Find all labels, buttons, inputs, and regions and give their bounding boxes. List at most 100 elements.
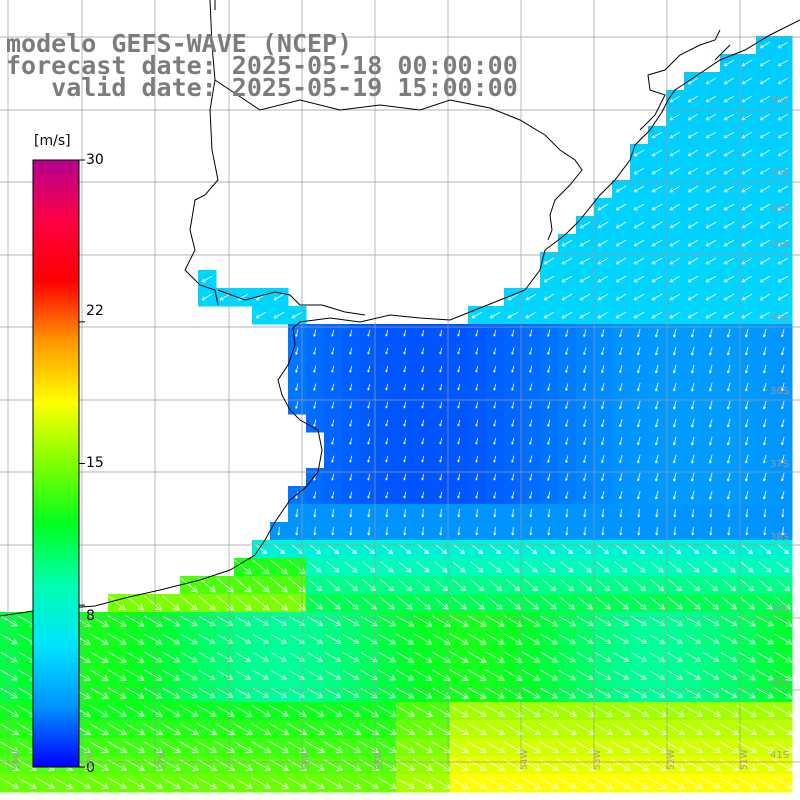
wind-arrow [665, 777, 685, 789]
wind-arrow [487, 578, 503, 592]
wind-arrow [655, 418, 659, 428]
wind-arrow-head [104, 656, 109, 663]
wind-arrow [363, 543, 375, 555]
wind-arrow-head [331, 514, 333, 518]
wind-arrow-head [780, 388, 783, 392]
wind-arrow-head [636, 442, 639, 446]
wind-arrow [539, 705, 559, 717]
wind-arrow [651, 167, 663, 175]
wind-arrow-head [313, 406, 315, 409]
wind-arrow [89, 669, 109, 681]
wind-arrow-head [266, 710, 271, 717]
wind-arrow-head [705, 278, 709, 283]
wind-arrow [457, 491, 461, 499]
wind-arrow-head [661, 620, 665, 626]
wind-arrow [683, 705, 703, 717]
wind-arrow-head [734, 764, 739, 771]
wind-arrow [649, 578, 665, 592]
wind-arrow [377, 705, 397, 717]
wind-arrow [107, 651, 127, 663]
wind-arrow [669, 257, 681, 265]
wind-arrow-head [784, 607, 791, 610]
wind-arrow [327, 543, 339, 555]
wind-arrow [755, 759, 775, 771]
wind-arrow [255, 311, 267, 319]
wind-arrow-head [741, 62, 745, 67]
wind-arrow [777, 41, 789, 49]
wind-arrow [343, 596, 359, 610]
wind-arrow [475, 437, 479, 445]
wind-arrow [379, 578, 395, 592]
wind-arrow [629, 777, 649, 789]
wind-arrow-head [636, 406, 639, 410]
wind-arrow-head [565, 334, 567, 337]
wind-arrow [583, 365, 587, 373]
wind-arrow-head [607, 567, 610, 573]
wind-arrow [493, 455, 497, 463]
wind-arrow-head [122, 603, 126, 611]
wind-arrow-head [777, 260, 781, 265]
wind-arrow [741, 167, 753, 175]
wind-arrow [727, 418, 731, 428]
wind-arrow [637, 328, 641, 338]
wind-arrow-head [788, 782, 793, 789]
wind-arrow-head [705, 242, 709, 247]
wind-arrow-head [337, 567, 340, 573]
wind-arrow [360, 633, 378, 645]
wind-arrow [449, 705, 469, 717]
wind-arrow [578, 561, 592, 573]
wind-arrow [451, 596, 467, 610]
wind-arrow-head [723, 80, 727, 85]
wind-arrow-head [697, 638, 701, 644]
wind-arrow [143, 687, 163, 699]
wind-arrow [583, 491, 587, 499]
wind-arrow [615, 543, 627, 555]
wind-arrow-head [651, 314, 655, 319]
wind-arrow [233, 705, 253, 717]
lat-label-32s: 32S [770, 168, 790, 179]
wind-arrow-head [428, 674, 433, 681]
wind-arrow-head [355, 620, 360, 626]
wind-arrow-head [680, 764, 685, 771]
wind-arrow-head [615, 314, 619, 319]
wind-arrow [530, 508, 532, 518]
wind-arrow-head [410, 728, 415, 735]
wind-arrow-head [535, 567, 538, 573]
wind-arrow [421, 365, 425, 373]
wind-arrow-head [500, 638, 505, 645]
wind-arrow-head [759, 62, 763, 67]
wind-arrow [525, 311, 537, 319]
wind-arrow [507, 543, 519, 555]
wind-arrow [759, 77, 771, 85]
wind-arrow [403, 455, 407, 463]
wind-arrow-head [248, 710, 253, 717]
wind-arrow-head [489, 314, 493, 319]
wind-arrow [270, 595, 288, 611]
wind-arrow-head [669, 224, 673, 229]
wind-arrow-head [762, 460, 765, 464]
wind-arrow [561, 239, 573, 247]
wind-arrow-head [651, 134, 655, 139]
wind-arrow-head [442, 607, 449, 610]
wind-arrow-head [687, 188, 691, 193]
wind-arrow-head [86, 620, 91, 627]
wind-arrow [413, 723, 433, 735]
wind-arrow [728, 508, 730, 518]
wind-arrow [417, 543, 429, 555]
wind-arrow-head [586, 589, 592, 592]
wind-arrow [673, 490, 677, 500]
wind-arrow [759, 131, 771, 139]
wind-arrow-head [349, 514, 351, 518]
wind-arrow [323, 777, 343, 789]
wind-arrow [511, 455, 515, 463]
wind-arrow-head [482, 692, 487, 699]
wind-arrow [579, 543, 591, 555]
wind-arrow-head [212, 710, 217, 717]
wind-arrow-head [787, 603, 791, 610]
wind-arrow-head [211, 692, 216, 698]
wind-arrow [756, 669, 774, 681]
wind-arrow [655, 382, 659, 392]
wind-arrow [314, 526, 316, 536]
wind-arrow-head [565, 424, 567, 427]
wind-arrow [252, 577, 270, 593]
